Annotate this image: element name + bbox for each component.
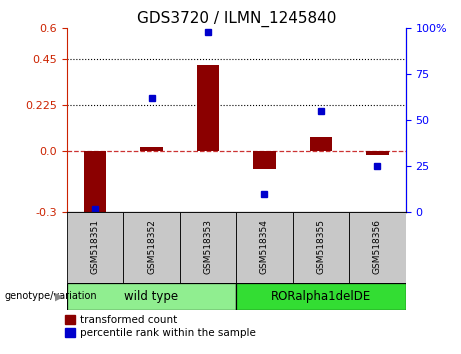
Title: GDS3720 / ILMN_1245840: GDS3720 / ILMN_1245840 xyxy=(136,11,336,27)
Text: ▶: ▶ xyxy=(55,291,63,302)
Legend: transformed count, percentile rank within the sample: transformed count, percentile rank withi… xyxy=(65,315,255,338)
Text: genotype/variation: genotype/variation xyxy=(5,291,97,302)
Bar xyxy=(123,212,180,283)
Text: GSM518355: GSM518355 xyxy=(316,219,325,274)
Bar xyxy=(236,283,406,310)
Bar xyxy=(349,212,406,283)
Text: wild type: wild type xyxy=(124,290,178,303)
Bar xyxy=(366,151,389,155)
Bar xyxy=(84,151,106,215)
Bar xyxy=(253,151,276,170)
Bar xyxy=(236,212,293,283)
Bar xyxy=(310,137,332,151)
Text: RORalpha1delDE: RORalpha1delDE xyxy=(271,290,371,303)
Bar xyxy=(67,283,236,310)
Text: GSM518354: GSM518354 xyxy=(260,219,269,274)
Bar xyxy=(180,212,236,283)
Bar xyxy=(293,212,349,283)
Bar xyxy=(140,147,163,151)
Text: GSM518352: GSM518352 xyxy=(147,219,156,274)
Bar xyxy=(67,212,123,283)
Text: GSM518356: GSM518356 xyxy=(373,219,382,274)
Text: GSM518351: GSM518351 xyxy=(90,219,100,274)
Bar xyxy=(197,65,219,151)
Text: GSM518353: GSM518353 xyxy=(203,219,213,274)
